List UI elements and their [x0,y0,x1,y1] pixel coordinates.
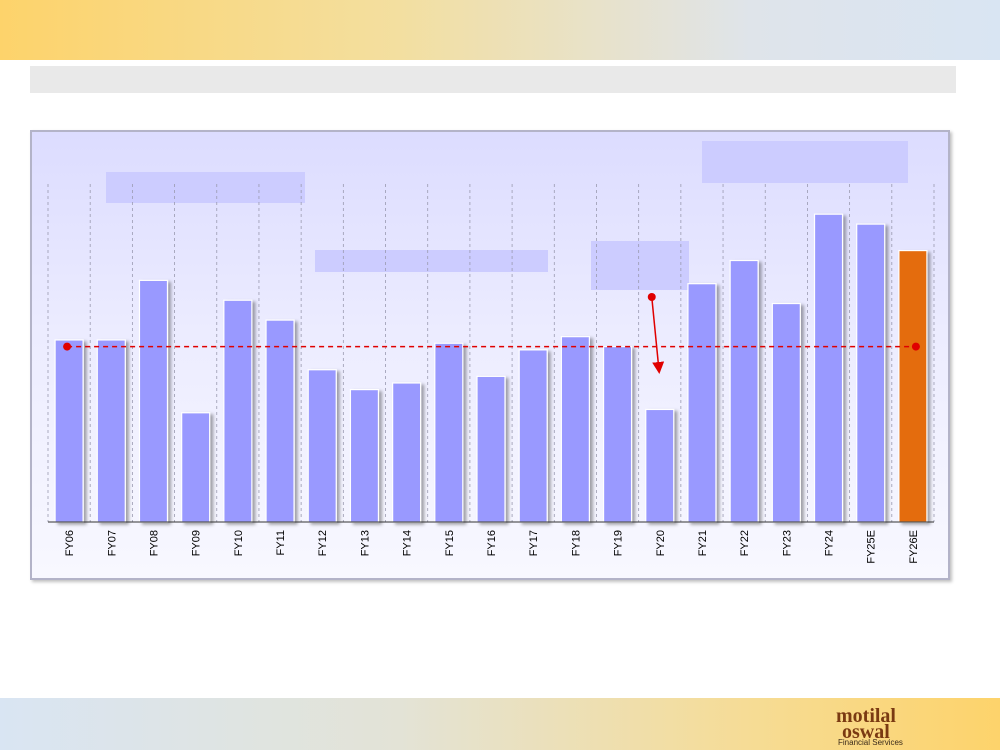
bar-fy14 [392,382,422,523]
callout-box-left [106,172,305,203]
x-tick-label: FY23 [781,530,793,556]
bar-fy11 [265,319,295,523]
logo-word-2: oswal [842,721,890,743]
chart-panel: FY06 FY07 FY08 FY09 FY10 FY11 FY12 FY13 FY14 FY15… [30,130,950,580]
bar-fy17 [518,349,548,523]
top-header-band [0,0,1000,60]
bar-fy22 [729,259,759,523]
bar-fy13 [349,389,380,523]
x-tick-label: FY16 [486,530,498,556]
x-tick-label: FY11 [275,530,287,555]
x-tick-label: FY06 [64,530,76,556]
bar-fy23 [771,302,801,523]
x-tick-label: FY18 [570,530,582,556]
bar-fy16 [476,375,506,523]
x-tick-label: FY21 [697,530,709,556]
callout-box-fy20 [591,241,689,290]
bar-fy09 [181,412,211,523]
bar-fy07 [96,339,126,523]
bar-fy06 [54,339,84,523]
bar-fy10 [223,299,253,523]
bar-fy08 [138,279,169,523]
bar-fy21 [687,283,717,523]
x-tick-label: FY10 [233,530,245,556]
x-tick-label: FY17 [528,530,540,556]
bottom-footer-band [0,698,1000,750]
x-tick-label: FY24 [824,530,836,556]
bar-fy26e [898,249,928,523]
bar-fy19 [602,345,633,523]
average-line-end-marker [911,342,920,351]
logo-tagline: Financial Services [838,738,903,747]
bar-fy12 [307,369,337,523]
x-tick-label: FY19 [613,530,625,556]
x-tick-label: FY13 [359,530,371,556]
x-tick-label: FY08 [148,530,160,556]
logo-word-1: motilal [836,705,896,727]
bar-chart: FY06 FY07 FY08 FY09 FY10 FY11 FY12 FY13 FY14 FY15… [47,184,935,564]
x-tick-label: FY12 [317,530,329,556]
x-tick-label: FY25E [866,530,878,564]
bar-fy20 [645,408,675,523]
fy20-pointer-arrow [651,296,665,374]
x-tick-label: FY15 [444,530,456,556]
x-tick-label: FY07 [106,530,118,556]
bar-fy18 [560,336,590,523]
bar-fy24 [813,213,844,523]
callout-box-top-right [702,141,908,183]
x-tick-label: FY22 [739,530,751,556]
company-logo: motilal oswal Financial Services [832,704,922,748]
x-tick-label: FY09 [191,530,203,556]
average-line-start-marker [63,342,72,351]
bar-fy25e [856,223,886,523]
bar-fy15 [434,342,464,523]
x-tick-label: FY20 [655,530,667,556]
x-tick-label: FY26E [908,530,920,564]
callout-box-middle [315,250,548,272]
slide-title-bar [30,66,956,93]
x-tick-label: FY14 [402,530,414,556]
